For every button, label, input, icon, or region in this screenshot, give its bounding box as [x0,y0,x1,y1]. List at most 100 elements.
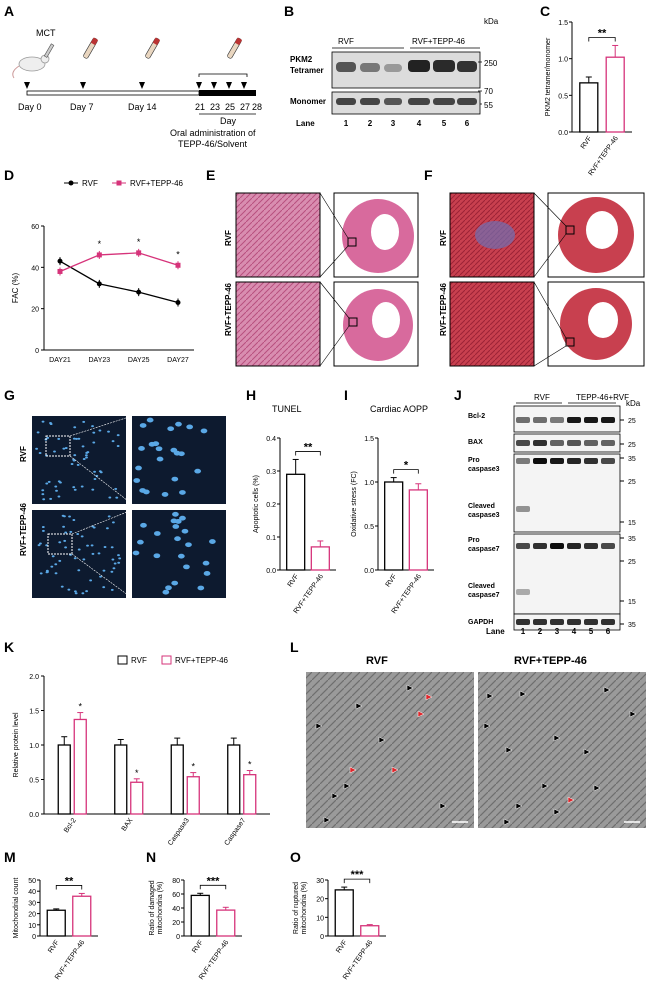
blot-band [550,458,564,464]
lane-numbers-b: 1 2 3 4 5 6 [344,119,470,128]
he-zoom-rvf [235,192,321,278]
marker-label: 15 [628,520,636,527]
lane-number: 1 [344,119,349,128]
day-axis-label: Day [220,116,237,126]
marker-label: 35 [628,536,636,543]
blot-band [584,619,598,625]
he-zoom-tepp [235,281,321,367]
legend-label-rvf: RVF [131,656,147,665]
mct-label: MCT [36,28,56,38]
nucleus [73,454,77,457]
y-tick-label: 0.5 [29,778,39,785]
lane-number: 6 [465,119,470,128]
nucleus [203,571,211,576]
blot-row-label: caspase7 [468,546,500,553]
marker-55: 55 [484,101,493,110]
nucleus [41,420,45,423]
blot-band [533,417,547,423]
damaged-mito-arrow [378,736,386,744]
marker-label: 25 [628,479,636,486]
panel-o-label: O [290,849,301,865]
significance-marker: ** [304,441,313,453]
bar-tepp [73,718,87,815]
x-tick-label: DAY21 [49,357,71,364]
lane-number: 5 [589,627,594,636]
marker-label: 25 [628,442,636,449]
lane-number: 3 [555,627,560,636]
nucleus [62,525,65,528]
significance-marker: * [98,239,102,249]
series-line-rvf [59,260,179,304]
y-tick-label: 10 [28,923,36,930]
bar-rvf [286,473,306,571]
group-rvf-label: RVF [338,37,354,46]
marker-250: 250 [484,59,498,68]
nucleus [148,441,156,447]
blot-band [567,417,581,423]
nucleus [42,498,46,501]
damaged-mito-arrow [315,722,323,730]
nucleus [72,458,76,461]
tunel-zoom-rvf [132,416,226,504]
significance-bracket [55,885,83,890]
y-tick-label: 1.5 [558,20,568,27]
nucleus [41,489,45,492]
nucleus [45,569,49,572]
y-axis-label-line2: mitochondria (%) [301,882,308,935]
y-tick-label: 40 [28,889,36,896]
monomer-bands [336,98,477,105]
nucleus [70,463,74,466]
nucleus [41,493,45,496]
lane-number: 3 [391,119,396,128]
lane-number: 6 [606,627,611,636]
tunel-row-rvf-label: RVF [19,446,28,462]
point-rvf [96,281,102,287]
panel-i-title: Cardiac AOPP [370,404,428,414]
panel-i-chart: I Cardiac AOPP 0.0 0.5 1.0 1.5 Oxidative str… [344,387,434,615]
panel-b: B kDa RVF RVF+TEPP-46 PKM2 Tetramer 250 … [284,3,499,128]
x-tick-label: Bcl-2 [63,817,78,834]
legend-label-tepp: RVF+TEPP-46 [130,179,184,188]
panel-n-label: N [146,849,156,865]
pen-injector-icon-2 [145,37,161,59]
nucleus [49,497,53,500]
nucleus [110,570,114,573]
damaged-mito-arrow [553,808,561,816]
tunel-row-tepp-label: RVF+TEPP-46 [19,502,28,556]
point-rvf [57,258,63,264]
nucleus [114,487,118,490]
y-tick-label: 20 [316,897,324,904]
nucleus [186,424,194,430]
series-line-tepp [59,252,179,273]
nucleus [74,590,77,593]
significance-marker: * [191,762,195,772]
marker-label: 35 [628,622,636,629]
legend-marker-tepp [116,180,122,186]
significance-bracket [295,451,321,456]
point-rvf [136,289,142,295]
panel-a-label: A [4,3,14,19]
nucleus [45,544,49,547]
nucleus [93,477,97,480]
legend-label-tepp: RVF+TEPP-46 [175,656,229,665]
panel-f-label: F [424,167,433,183]
lane-label-b: Lane [296,119,315,128]
masson-heart-tepp [560,288,632,360]
damaged-mito-arrow [515,802,523,810]
bar-tepp [186,776,200,815]
monomer-label: Monomer [290,97,326,106]
dapi-nuclei [35,417,216,595]
panel-i-label: I [344,387,348,403]
nucleus [185,542,192,548]
tunel-overview-rvf [32,416,126,504]
nucleus [179,515,186,521]
nucleus [111,558,115,561]
lane-number: 4 [417,119,422,128]
blot-band [601,619,615,625]
damaged-mito-arrow [603,686,611,694]
blot-band [567,440,581,446]
lane-number: 2 [368,119,373,128]
nucleus [138,446,145,451]
blot-band [516,619,530,625]
nucleus [63,539,67,542]
